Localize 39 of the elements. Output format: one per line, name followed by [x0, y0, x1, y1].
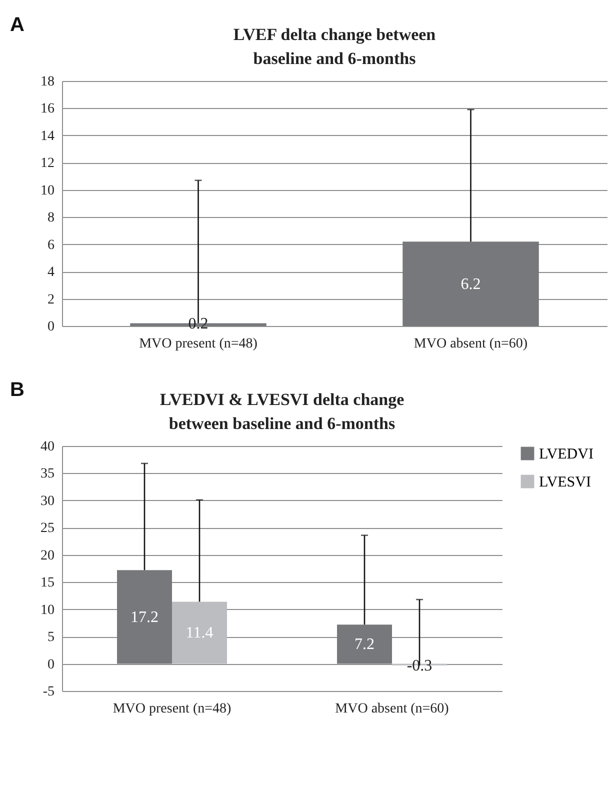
y-tick-label: 10 [40, 602, 54, 618]
y-tick-label: 4 [48, 265, 54, 280]
y-tick-label: -5 [42, 684, 54, 700]
data-label: 17.2 [130, 608, 158, 626]
text: B [10, 379, 24, 401]
legend-label: LVEDVI [539, 446, 594, 462]
x-tick-label: MVO present (n=48) [112, 702, 232, 716]
chart-title: LVEF delta change between baseline and 6-months [233, 25, 436, 68]
data-label: 6.2 [460, 276, 481, 293]
y-tick-label: 0 [48, 657, 54, 672]
data-label: -0.3 [406, 657, 432, 674]
y-tick-label: 5 [48, 630, 54, 646]
text: A [10, 14, 24, 36]
data-label: 0.2 [188, 315, 208, 332]
y-tick-label: 10 [40, 183, 54, 198]
y-tick-label: 12 [40, 156, 54, 172]
bar [172, 602, 227, 664]
y-tick-label: 0 [48, 320, 54, 334]
data-label: 11.4 [186, 624, 214, 642]
y-tick-label: 20 [40, 548, 54, 564]
x-tick-label: MVO absent (n=60) [335, 702, 450, 716]
bar [117, 570, 172, 664]
y-tick-label: 16 [40, 102, 54, 117]
bar [337, 624, 392, 664]
y-tick-label: 6 [48, 238, 54, 253]
y-tick-label: 18 [40, 74, 54, 90]
y-tick-label: 15 [40, 576, 54, 591]
y-tick-label: 35 [40, 466, 54, 482]
y-tick-label: 8 [48, 210, 54, 226]
x-tick-label: MVO absent (n=60) [414, 336, 528, 352]
y-tick-label: 40 [40, 440, 54, 454]
y-tick-label: 25 [40, 521, 54, 536]
data-label: 7.2 [354, 636, 374, 654]
chart-title: LVEDVI & LVESVI delta change between baseline and 6-months [160, 390, 405, 433]
y-tick-label: 2 [48, 292, 54, 308]
x-tick-label: MVO present (n=48) [139, 336, 258, 352]
legend-label: LVESVI [539, 474, 591, 490]
y-tick-label: 14 [40, 128, 54, 144]
y-tick-label: 30 [40, 494, 54, 509]
